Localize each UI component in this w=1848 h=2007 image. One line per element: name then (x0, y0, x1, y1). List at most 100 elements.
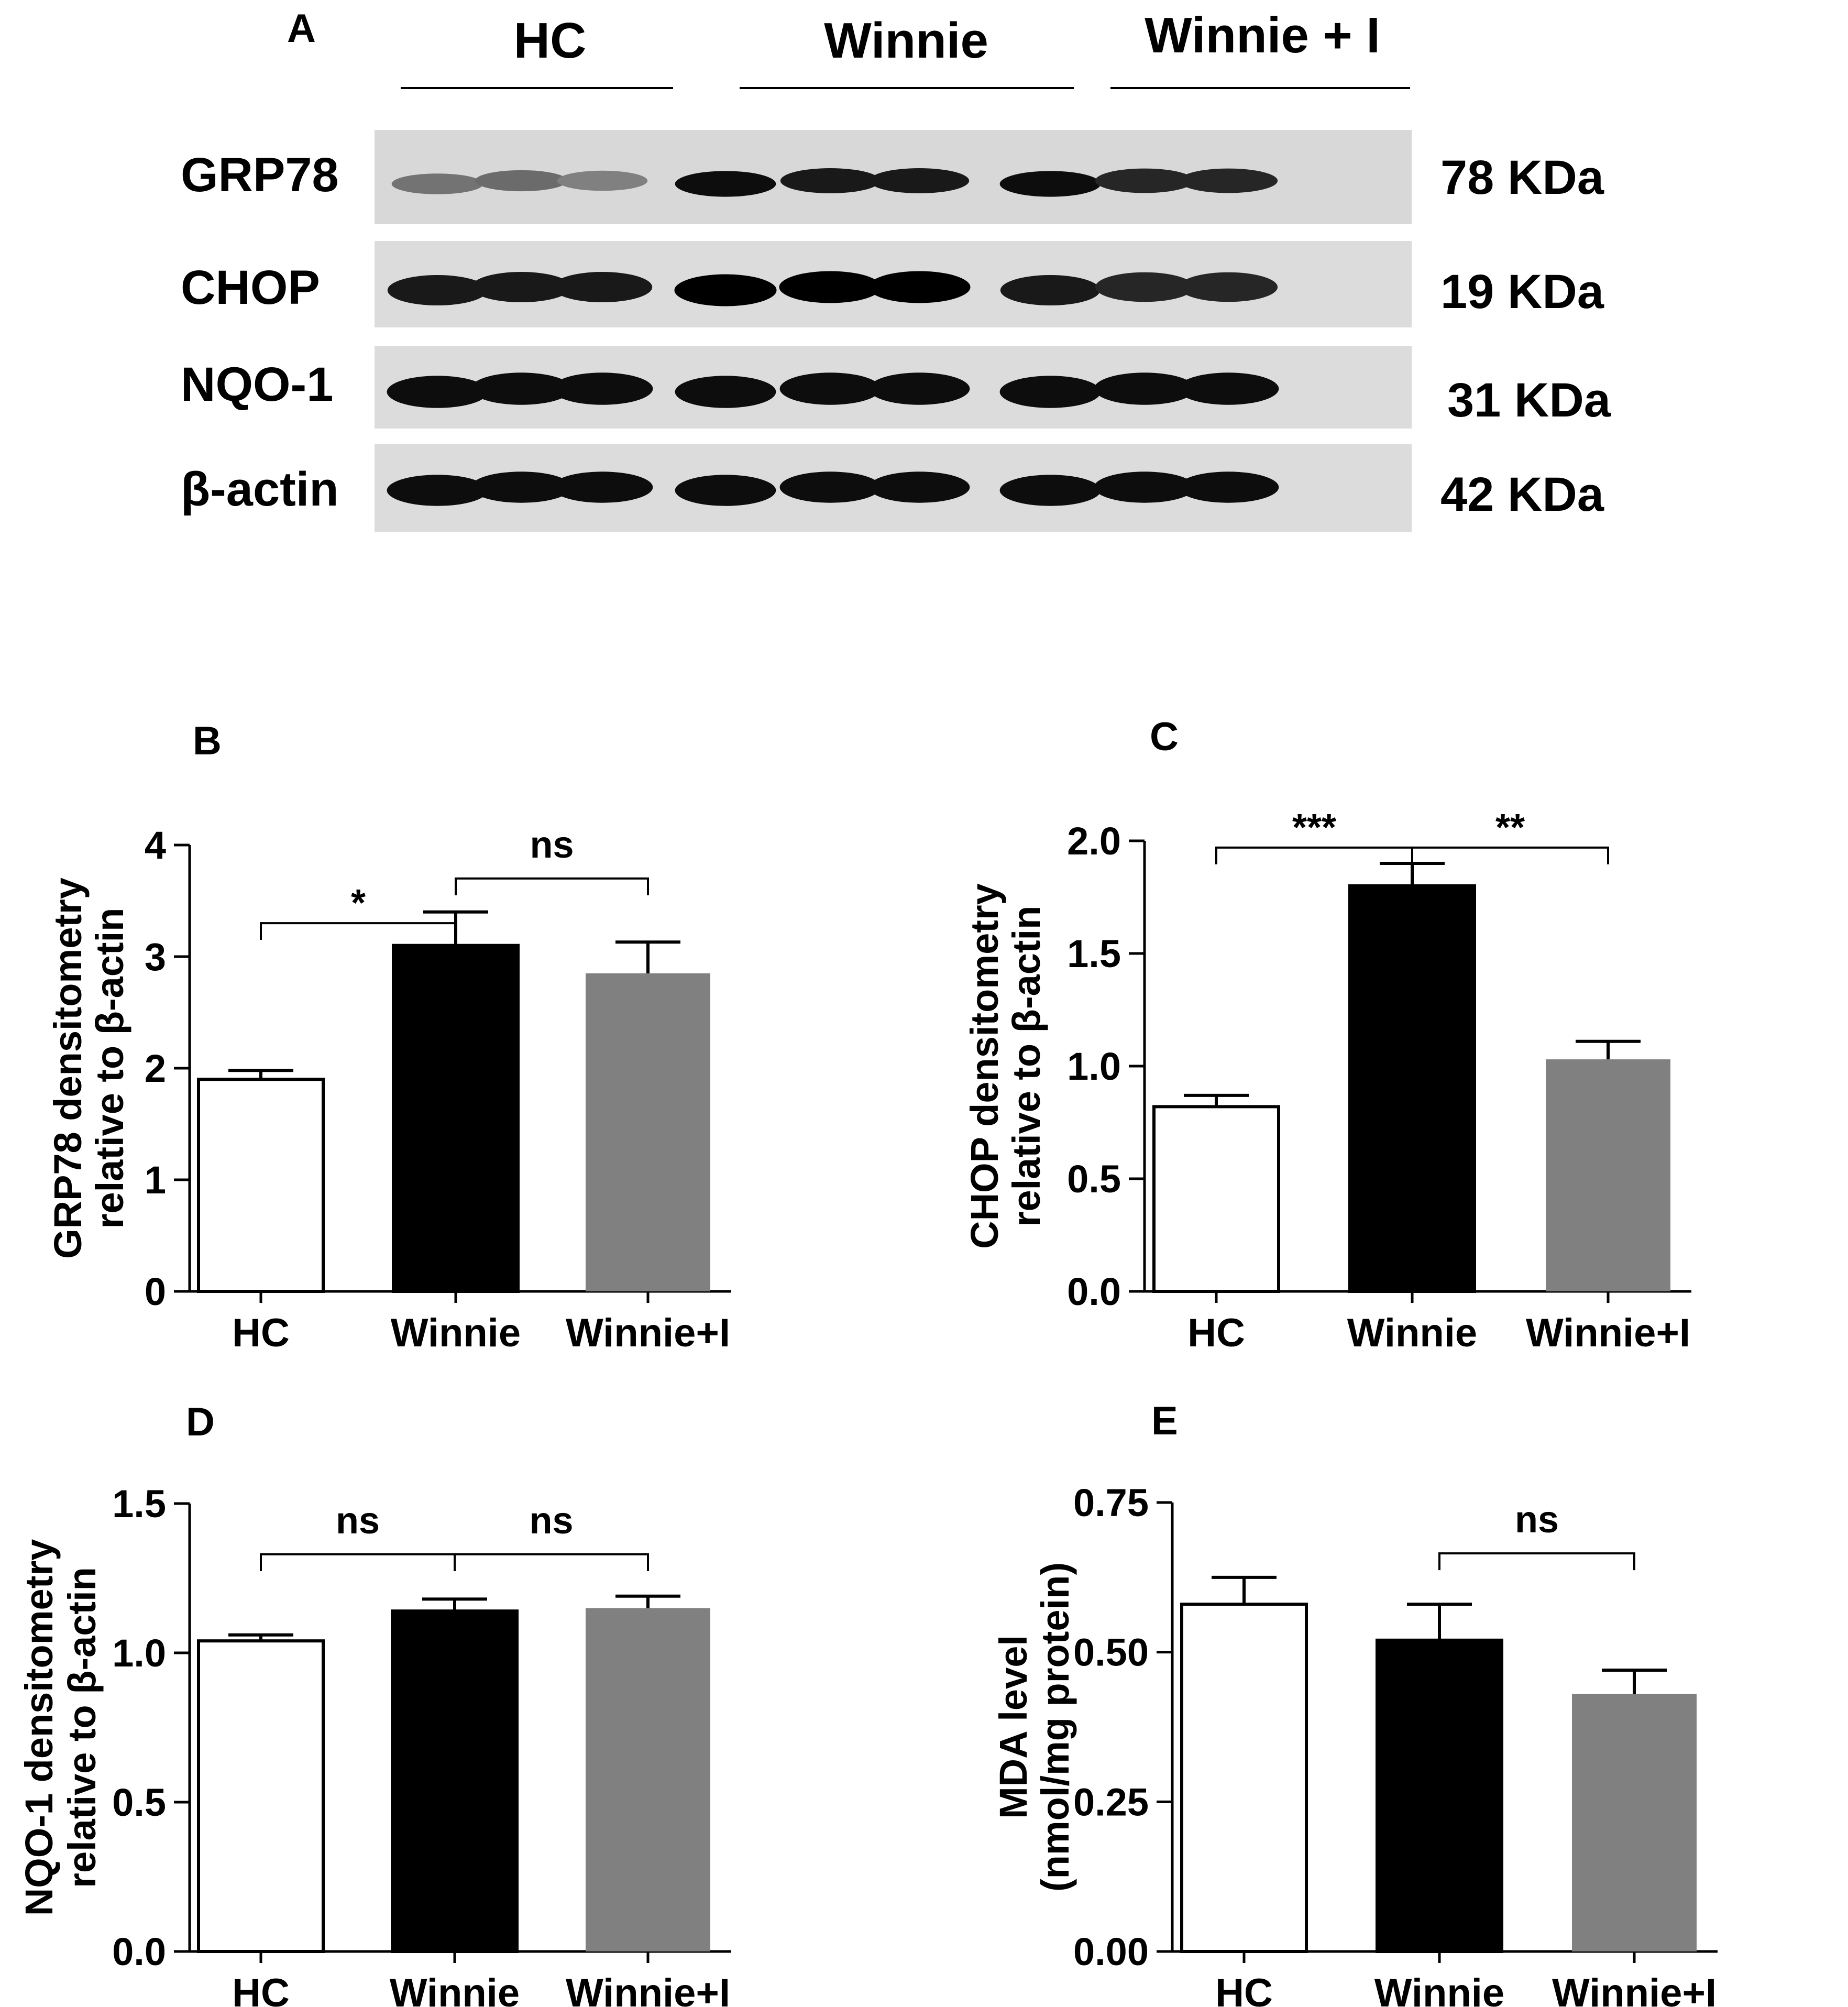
blot-band (675, 376, 776, 408)
x-category-label: Winnie+I (1526, 1311, 1690, 1355)
y-axis-title: NQO-1 densitometry (17, 1539, 61, 1916)
y-tick-label: 1.5 (112, 1482, 166, 1526)
y-tick-label: 2.0 (1067, 819, 1121, 863)
x-category-label: HC (1215, 1971, 1273, 2007)
band-label-grp78: GRP78 (181, 148, 339, 202)
panel-letter-e: E (1151, 1399, 1178, 1443)
blot-band (1095, 168, 1194, 193)
bar-winnie (1376, 1638, 1503, 1953)
x-category-label: Winnie+I (566, 1971, 730, 2007)
blot-lanes-grp78 (391, 168, 1278, 197)
y-tick-label: 1.0 (112, 1631, 166, 1675)
bar-winnie (1348, 884, 1476, 1293)
bar-winnie (391, 1609, 519, 1953)
blot-group-label-hc: HC (514, 13, 587, 69)
panel-letter-c: C (1150, 715, 1179, 759)
bar-winnie-i (1546, 1059, 1670, 1291)
bar-winnie-i (586, 1608, 710, 1951)
blot-band (475, 170, 568, 192)
blot-band (868, 372, 970, 405)
blot-band (999, 475, 1101, 506)
significance-label: ns (336, 1500, 380, 1542)
blot-lanes-nqo1 (387, 372, 1279, 408)
blot-band (675, 171, 776, 197)
significance-label: ** (1495, 807, 1525, 849)
chart-panel-e: E 0.00 0.25 0.50 0.75 MDA level(nmol/mg prote… (992, 1399, 1718, 2007)
y-tick-label: 0 (145, 1270, 166, 1313)
band-label-chop: CHOP (181, 261, 320, 314)
blot-band (557, 170, 648, 191)
blot-band (470, 372, 572, 405)
y-axis-title: relative to β-actin (60, 1567, 104, 1888)
y-tick-label: 1 (145, 1158, 166, 1202)
blot-band (868, 271, 971, 303)
blot-band (1179, 168, 1278, 193)
panel-letter-a: A (287, 6, 316, 51)
x-category-label: HC (1187, 1311, 1245, 1355)
y-axis-title: CHOP densitometry (963, 883, 1006, 1249)
blot-band (779, 271, 882, 303)
chart-panel-d: D 0.0 0.5 1.0 1.5 NQO-1 densitometry relative … (17, 1400, 731, 2007)
y-tick-label: 0.5 (1067, 1157, 1121, 1201)
blot-band (999, 376, 1101, 408)
y-tick-label: 0.50 (1073, 1631, 1149, 1674)
y-tick-label: 0.75 (1073, 1481, 1149, 1525)
y-tick-label: 0.5 (112, 1781, 166, 1824)
significance-label: * (351, 882, 366, 924)
blot-band (1094, 372, 1195, 405)
blot-band (552, 272, 653, 302)
bar-hc (197, 1639, 325, 1953)
blot-band (779, 471, 881, 503)
blot-band (674, 274, 777, 306)
x-category-label: Winnie+I (1552, 1971, 1717, 2007)
bar-winnie-i (1572, 1694, 1697, 1951)
bar-winnie (392, 944, 520, 1293)
blot-band (552, 471, 653, 503)
x-category-label: HC (232, 1971, 290, 2007)
blot-band (1095, 272, 1194, 302)
x-category-label: Winnie (390, 1971, 520, 2007)
blot-lanes-chop (387, 271, 1278, 306)
blot-band (471, 272, 571, 302)
blot-band (868, 471, 970, 503)
significance-bracket (1411, 846, 1609, 864)
blot-band (387, 376, 488, 408)
panel-letter-d: D (186, 1400, 215, 1444)
blot-band (780, 168, 881, 193)
significance-label: *** (1292, 807, 1336, 849)
significance-label: ns (529, 1500, 573, 1542)
y-tick-label: 0.25 (1073, 1780, 1149, 1824)
significance-bracket (1438, 1552, 1635, 1571)
blot-band (1000, 275, 1101, 305)
y-tick-label: 0.0 (112, 1930, 166, 1973)
western-blot-panel: A HC Winnie Winnie + I GRP78 78 KDa CHOP… (181, 6, 1611, 532)
y-axis-title: (nmol/mg protein) (1033, 1562, 1077, 1892)
y-tick-label: 2 (145, 1047, 166, 1090)
y-axis-title: MDA level (992, 1635, 1035, 1819)
band-kda-chop: 19 KDa (1440, 265, 1604, 319)
bar-hc (197, 1078, 325, 1293)
blot-lanes-beta-actin (387, 471, 1279, 506)
band-label-nqo1: NQO-1 (181, 358, 333, 411)
blot-band (387, 475, 488, 506)
blot-band (391, 173, 483, 194)
blot-band (675, 475, 776, 506)
blot-group-label-winnie: Winnie (824, 13, 988, 69)
panel-letter-b: B (193, 719, 222, 763)
y-tick-label: 0.0 (1067, 1270, 1121, 1313)
blot-band (1178, 471, 1279, 503)
blot-band (869, 168, 970, 193)
significance-bracket (455, 877, 649, 895)
significance-bracket (260, 922, 457, 940)
blot-band (1178, 372, 1279, 405)
bar-hc (1180, 1603, 1308, 1954)
y-axis-title: GRP78 densitometry (46, 878, 90, 1259)
y-tick-label: 1.5 (1067, 932, 1121, 975)
band-kda-grp78: 78 KDa (1440, 151, 1604, 204)
x-category-label: Winnie (1347, 1311, 1477, 1355)
blot-band (470, 471, 572, 503)
band-kda-beta-actin: 42 KDa (1440, 468, 1604, 521)
bar-hc (1152, 1105, 1280, 1293)
